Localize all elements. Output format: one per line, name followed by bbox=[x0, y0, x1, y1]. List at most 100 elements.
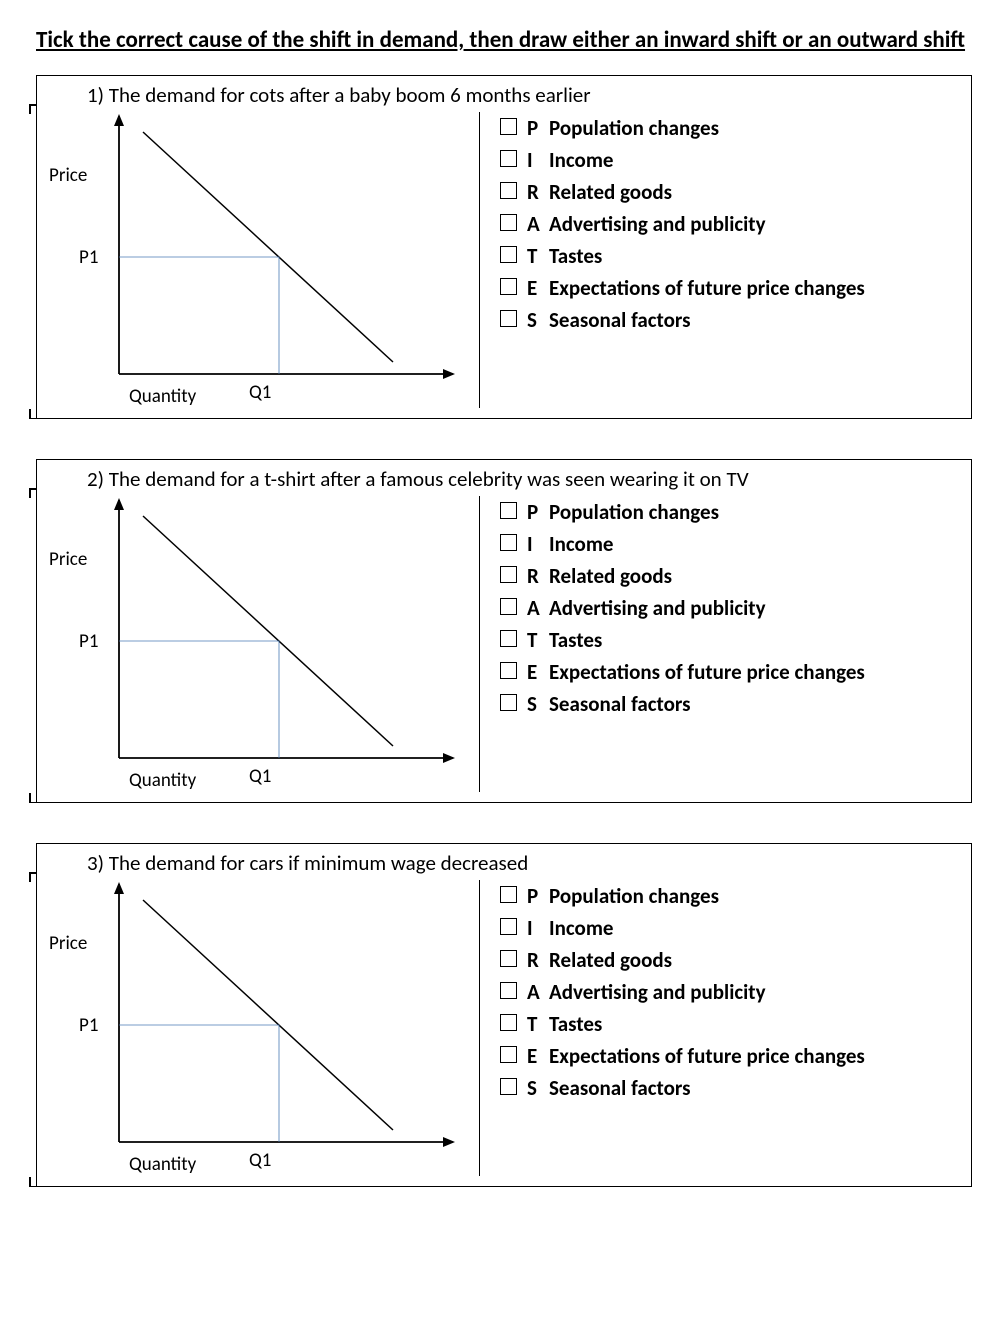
checkbox[interactable] bbox=[500, 1014, 517, 1031]
option-row: RRelated goods bbox=[500, 178, 959, 207]
checkbox[interactable] bbox=[500, 886, 517, 903]
option-row: TTastes bbox=[500, 242, 959, 271]
option-row: AAdvertising and publicity bbox=[500, 210, 959, 239]
p1-label: P1 bbox=[79, 630, 98, 653]
checkbox[interactable] bbox=[500, 918, 517, 935]
option-letter: T bbox=[527, 626, 549, 655]
option-row: IIncome bbox=[500, 530, 959, 559]
option-label: Income bbox=[549, 146, 959, 175]
option-letter: S bbox=[527, 306, 549, 335]
checkbox[interactable] bbox=[500, 214, 517, 231]
option-row: RRelated goods bbox=[500, 562, 959, 591]
option-letter: S bbox=[527, 690, 549, 719]
checkbox[interactable] bbox=[500, 694, 517, 711]
option-label: Expectations of future price changes bbox=[549, 1042, 959, 1071]
y-axis-label: Price bbox=[49, 548, 87, 571]
page-title: Tick the correct cause of the shift in d… bbox=[36, 24, 972, 57]
option-letter: A bbox=[527, 210, 549, 239]
options-column: PPopulation changesIIncomeRRelated goods… bbox=[479, 880, 959, 1176]
option-letter: R bbox=[527, 562, 549, 591]
option-label: Advertising and publicity bbox=[549, 594, 959, 623]
option-label: Seasonal factors bbox=[549, 690, 959, 719]
option-letter: R bbox=[527, 946, 549, 975]
option-row: SSeasonal factors bbox=[500, 306, 959, 335]
checkbox[interactable] bbox=[500, 982, 517, 999]
checkbox[interactable] bbox=[500, 278, 517, 295]
option-label: Population changes bbox=[549, 498, 959, 527]
option-row: RRelated goods bbox=[500, 946, 959, 975]
option-row: EExpectations of future price changes bbox=[500, 658, 959, 687]
option-label: Population changes bbox=[549, 882, 959, 911]
option-row: EExpectations of future price changes bbox=[500, 274, 959, 303]
option-label: Advertising and publicity bbox=[549, 210, 959, 239]
option-row: AAdvertising and publicity bbox=[500, 978, 959, 1007]
option-row: AAdvertising and publicity bbox=[500, 594, 959, 623]
checkbox[interactable] bbox=[500, 534, 517, 551]
y-axis-label: Price bbox=[49, 932, 87, 955]
options-column: PPopulation changesIIncomeRRelated goods… bbox=[479, 496, 959, 792]
checkbox[interactable] bbox=[500, 310, 517, 327]
option-row: SSeasonal factors bbox=[500, 1074, 959, 1103]
checkbox[interactable] bbox=[500, 1078, 517, 1095]
option-label: Expectations of future price changes bbox=[549, 274, 959, 303]
option-row: PPopulation changes bbox=[500, 498, 959, 527]
option-letter: I bbox=[527, 530, 549, 559]
option-row: IIncome bbox=[500, 146, 959, 175]
question-title: 2) The demand for a t-shirt after a famo… bbox=[87, 466, 959, 492]
option-label: Population changes bbox=[549, 114, 959, 143]
checkbox[interactable] bbox=[500, 630, 517, 647]
option-letter: P bbox=[527, 114, 549, 143]
option-row: EExpectations of future price changes bbox=[500, 1042, 959, 1071]
options-column: PPopulation changesIIncomeRRelated goods… bbox=[479, 112, 959, 408]
option-label: Related goods bbox=[549, 946, 959, 975]
option-label: Tastes bbox=[549, 626, 959, 655]
option-letter: T bbox=[527, 242, 549, 271]
checkbox[interactable] bbox=[500, 566, 517, 583]
option-row: SSeasonal factors bbox=[500, 690, 959, 719]
option-label: Related goods bbox=[549, 562, 959, 591]
checkbox[interactable] bbox=[500, 502, 517, 519]
option-row: IIncome bbox=[500, 914, 959, 943]
question-title: 3) The demand for cars if minimum wage d… bbox=[87, 850, 959, 876]
question-title: 1) The demand for cots after a baby boom… bbox=[87, 82, 959, 108]
option-letter: T bbox=[527, 1010, 549, 1039]
option-letter: I bbox=[527, 146, 549, 175]
option-letter: I bbox=[527, 914, 549, 943]
option-row: PPopulation changes bbox=[500, 114, 959, 143]
question-block: 2) The demand for a t-shirt after a famo… bbox=[36, 459, 972, 803]
option-label: Seasonal factors bbox=[549, 306, 959, 335]
question-block: 1) The demand for cots after a baby boom… bbox=[36, 75, 972, 419]
option-label: Related goods bbox=[549, 178, 959, 207]
p1-label: P1 bbox=[79, 246, 98, 269]
option-label: Expectations of future price changes bbox=[549, 658, 959, 687]
option-letter: E bbox=[527, 1042, 549, 1071]
option-letter: P bbox=[527, 882, 549, 911]
option-label: Tastes bbox=[549, 1010, 959, 1039]
option-label: Income bbox=[549, 914, 959, 943]
option-label: Tastes bbox=[549, 242, 959, 271]
option-letter: A bbox=[527, 978, 549, 1007]
checkbox[interactable] bbox=[500, 950, 517, 967]
checkbox[interactable] bbox=[500, 662, 517, 679]
demand-chart: PriceP1QuantityQ1 bbox=[49, 496, 479, 792]
demand-chart: PriceP1QuantityQ1 bbox=[49, 112, 479, 408]
checkbox[interactable] bbox=[500, 1046, 517, 1063]
option-letter: E bbox=[527, 274, 549, 303]
option-label: Seasonal factors bbox=[549, 1074, 959, 1103]
option-letter: R bbox=[527, 178, 549, 207]
y-axis-label: Price bbox=[49, 164, 87, 187]
checkbox[interactable] bbox=[500, 182, 517, 199]
option-letter: E bbox=[527, 658, 549, 687]
option-letter: P bbox=[527, 498, 549, 527]
option-label: Income bbox=[549, 530, 959, 559]
option-row: TTastes bbox=[500, 626, 959, 655]
option-row: TTastes bbox=[500, 1010, 959, 1039]
checkbox[interactable] bbox=[500, 118, 517, 135]
checkbox[interactable] bbox=[500, 150, 517, 167]
question-block: 3) The demand for cars if minimum wage d… bbox=[36, 843, 972, 1187]
p1-label: P1 bbox=[79, 1014, 98, 1037]
checkbox[interactable] bbox=[500, 246, 517, 263]
option-letter: A bbox=[527, 594, 549, 623]
option-label: Advertising and publicity bbox=[549, 978, 959, 1007]
checkbox[interactable] bbox=[500, 598, 517, 615]
